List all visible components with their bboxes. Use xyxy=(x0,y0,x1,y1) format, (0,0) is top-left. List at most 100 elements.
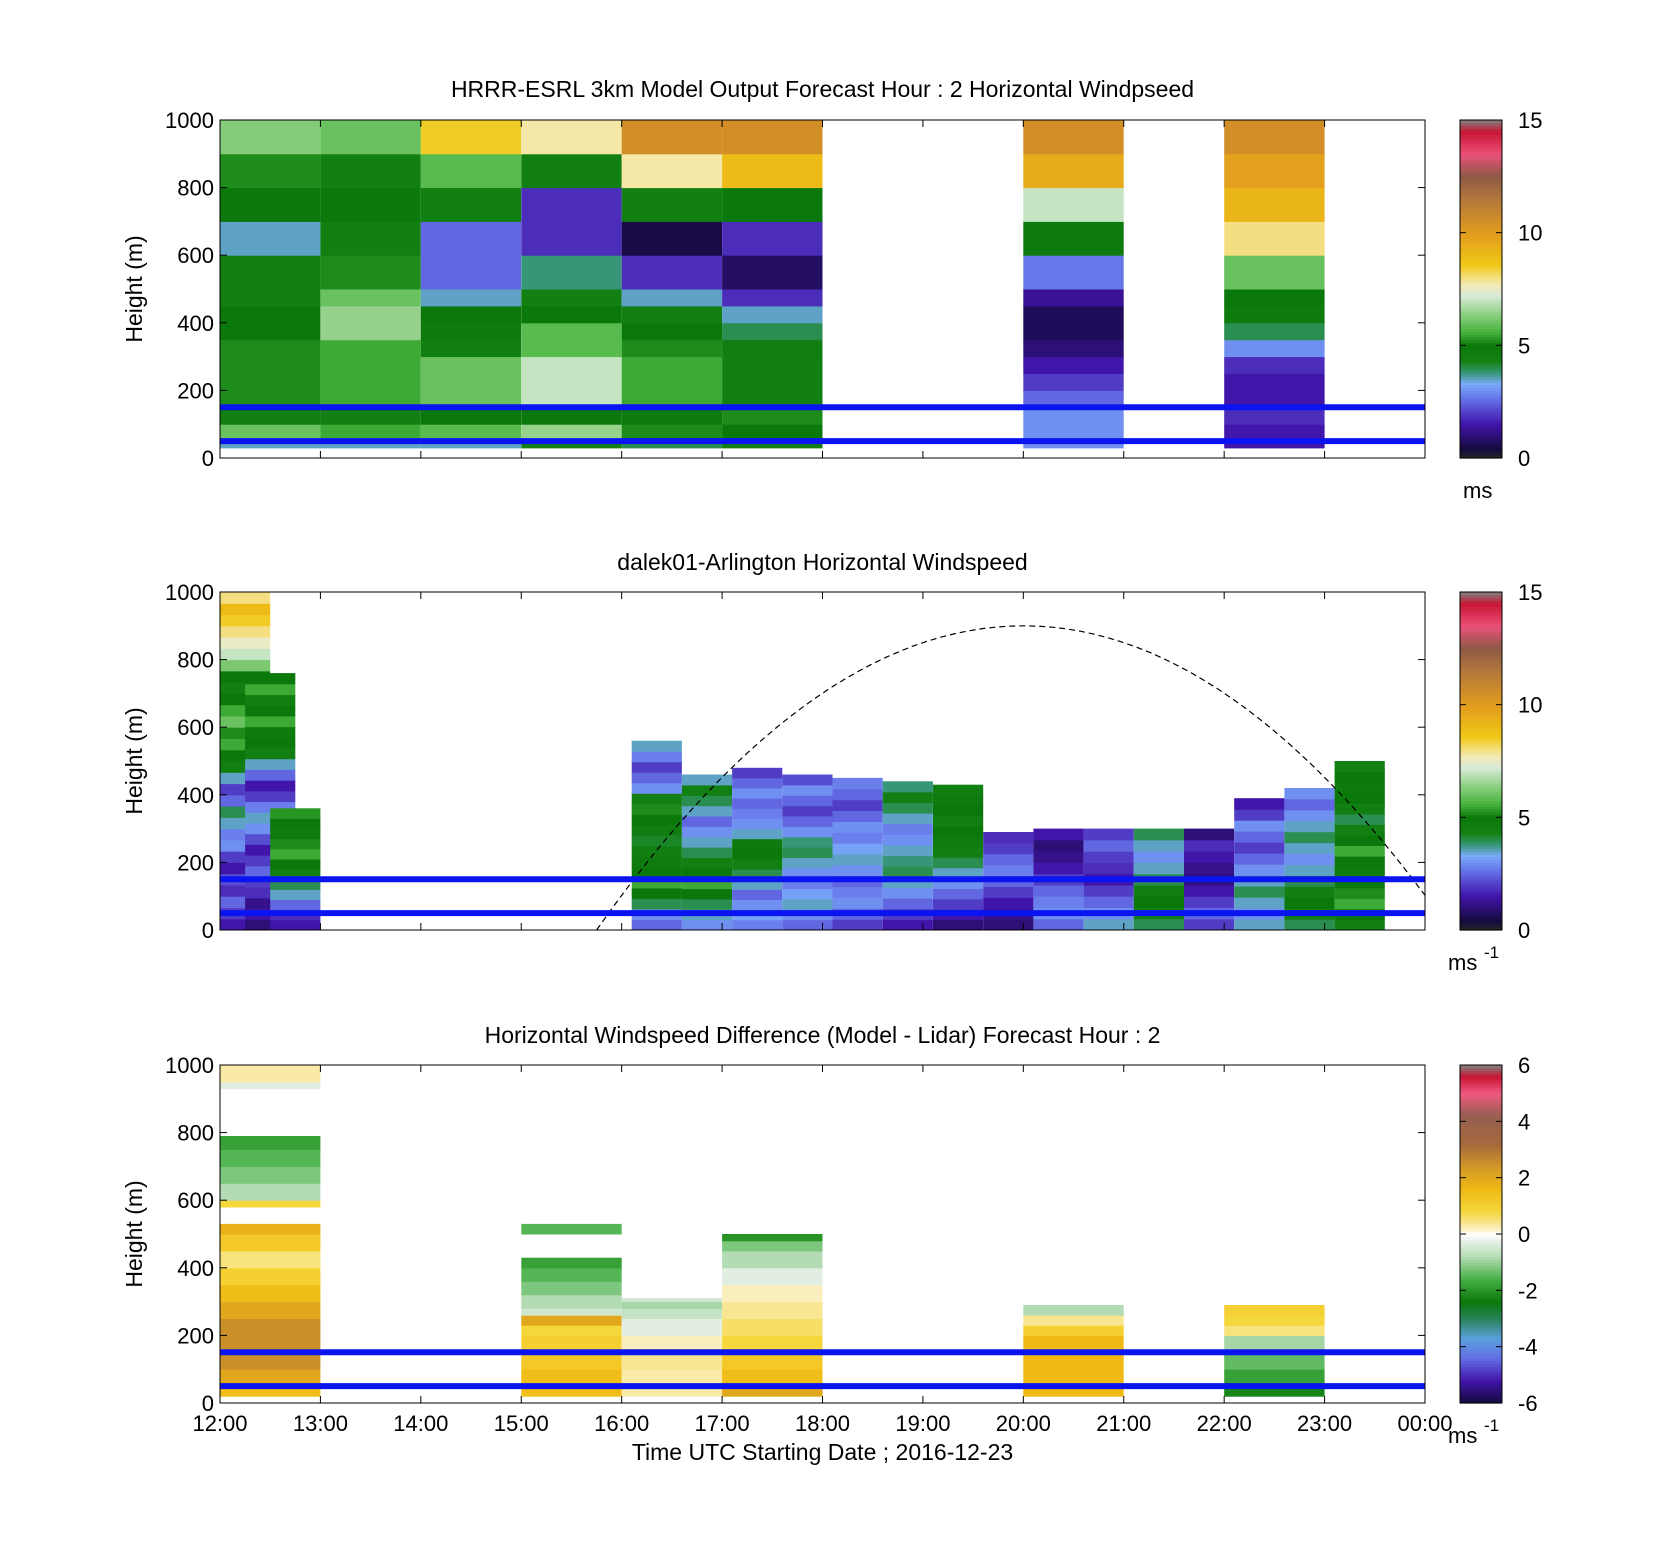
heatmap-cell xyxy=(832,854,883,866)
heatmap-cell xyxy=(1023,1325,1124,1336)
colorbar-band xyxy=(1460,196,1502,200)
colorbar-band xyxy=(1460,173,1502,177)
colorbar-band xyxy=(1460,139,1502,144)
colorbar-band xyxy=(1460,752,1502,756)
colorbar-band xyxy=(1460,1191,1502,1196)
y-tick-label: 0 xyxy=(202,1391,214,1416)
heatmap-cell xyxy=(681,826,733,838)
heatmap-cell xyxy=(220,659,271,672)
colorbar-band xyxy=(1460,1360,1502,1365)
colorbar-band xyxy=(1460,870,1502,875)
heatmap-cell xyxy=(933,878,984,889)
heatmap-cell xyxy=(1334,866,1385,878)
heatmap-cell xyxy=(621,356,723,408)
colorbar-band xyxy=(1460,373,1502,377)
colorbar-band xyxy=(1460,1138,1502,1142)
y-tick-label: 600 xyxy=(177,1188,214,1213)
heatmap-cell xyxy=(722,1250,823,1269)
heatmap-cell xyxy=(521,424,622,442)
colorbar-tick-label: 2 xyxy=(1518,1166,1530,1191)
heatmap-cell xyxy=(245,715,296,728)
heatmap-cell xyxy=(521,1257,622,1269)
colorbar-band xyxy=(1460,617,1502,621)
colorbar-band xyxy=(1460,1267,1502,1272)
colorbar-band xyxy=(1460,1315,1502,1320)
colorbar-band xyxy=(1460,1211,1502,1215)
colorbar-band xyxy=(1460,1110,1502,1114)
y-tick-label: 800 xyxy=(177,1121,214,1146)
colorbar-band xyxy=(1460,1157,1502,1162)
heatmap-cell xyxy=(521,255,622,290)
colorbar-band xyxy=(1460,625,1502,630)
heatmap-cell xyxy=(521,322,622,358)
heatmap-cell xyxy=(1284,853,1335,865)
colorbar-tick-label: 0 xyxy=(1518,918,1530,943)
colorbar-band xyxy=(1460,879,1502,883)
colorbar-band xyxy=(1460,356,1502,361)
y-axis-label: Height (m) xyxy=(121,235,147,342)
colorbar-band xyxy=(1460,735,1502,740)
colorbar-band xyxy=(1460,1239,1502,1244)
heatmap-cell xyxy=(1224,1325,1325,1336)
colorbar-band xyxy=(1460,831,1502,835)
heatmap-cell xyxy=(420,153,522,189)
colorbar-band xyxy=(1460,811,1502,816)
colorbar-tick-label: 4 xyxy=(1518,1109,1530,1134)
heatmap-cell xyxy=(1224,153,1325,189)
colorbar-band xyxy=(1460,1070,1502,1075)
colorbar-band xyxy=(1460,1256,1502,1260)
heatmap-cell xyxy=(245,673,296,685)
heatmap-cell xyxy=(320,289,421,307)
colorbar-band xyxy=(1460,1383,1502,1387)
colorbar-band xyxy=(1460,763,1502,768)
colorbar-band xyxy=(1460,350,1502,355)
heatmap-cell xyxy=(1033,828,1084,841)
colorbar-band xyxy=(1460,834,1502,838)
colorbar-band xyxy=(1460,418,1502,422)
heatmap-cell xyxy=(621,441,723,449)
colorbar-band xyxy=(1460,732,1502,737)
colorbar-band xyxy=(1460,201,1502,206)
x-tick-label: 17:00 xyxy=(695,1411,750,1436)
heatmap-cell xyxy=(1224,221,1325,256)
colorbar-band xyxy=(1460,1079,1502,1083)
colorbar-band xyxy=(1460,862,1502,866)
heatmap-cell xyxy=(882,919,933,931)
colorbar-band xyxy=(1460,603,1502,607)
colorbar-band xyxy=(1460,452,1502,456)
heatmap-cell xyxy=(521,153,622,189)
heatmap-cell xyxy=(782,816,833,827)
heatmap-cell xyxy=(1033,884,1084,897)
colorbar-band xyxy=(1460,407,1502,411)
heatmap-cell xyxy=(621,221,723,256)
heatmap-cell xyxy=(1334,792,1385,804)
heatmap-cell xyxy=(1023,373,1124,391)
y-tick-label: 800 xyxy=(177,176,214,201)
colorbar-band xyxy=(1460,131,1502,135)
heatmap-cell xyxy=(882,781,933,793)
heatmap-cell xyxy=(722,289,823,307)
colorbar-band xyxy=(1460,730,1502,734)
y-axis-label: Height (m) xyxy=(121,707,147,814)
colorbar-band xyxy=(1460,438,1502,442)
colorbar-band xyxy=(1460,679,1502,683)
colorbar-band xyxy=(1460,210,1502,214)
heatmap-cell xyxy=(320,305,421,341)
colorbar-frame xyxy=(1459,591,1503,931)
colorbar-unit-superscript: -1 xyxy=(1484,1416,1499,1435)
colorbar-band xyxy=(1460,696,1502,700)
heatmap-cell xyxy=(1334,845,1385,857)
heatmap-cell xyxy=(1224,120,1325,155)
heatmap-cell xyxy=(782,857,833,869)
colorbar-band xyxy=(1460,289,1502,293)
colorbar-band xyxy=(1460,294,1502,299)
colorbar-band xyxy=(1460,1214,1502,1218)
colorbar-band xyxy=(1460,620,1502,624)
heatmap-cell xyxy=(722,1240,823,1252)
colorbar-band xyxy=(1460,1335,1502,1339)
colorbar-band xyxy=(1460,1310,1502,1314)
heatmap-cell xyxy=(832,919,883,931)
chart-title: Horizontal Windspeed Difference (Model -… xyxy=(485,1022,1161,1048)
heatmap-cell xyxy=(722,255,823,290)
heatmap-cell xyxy=(1284,788,1335,800)
